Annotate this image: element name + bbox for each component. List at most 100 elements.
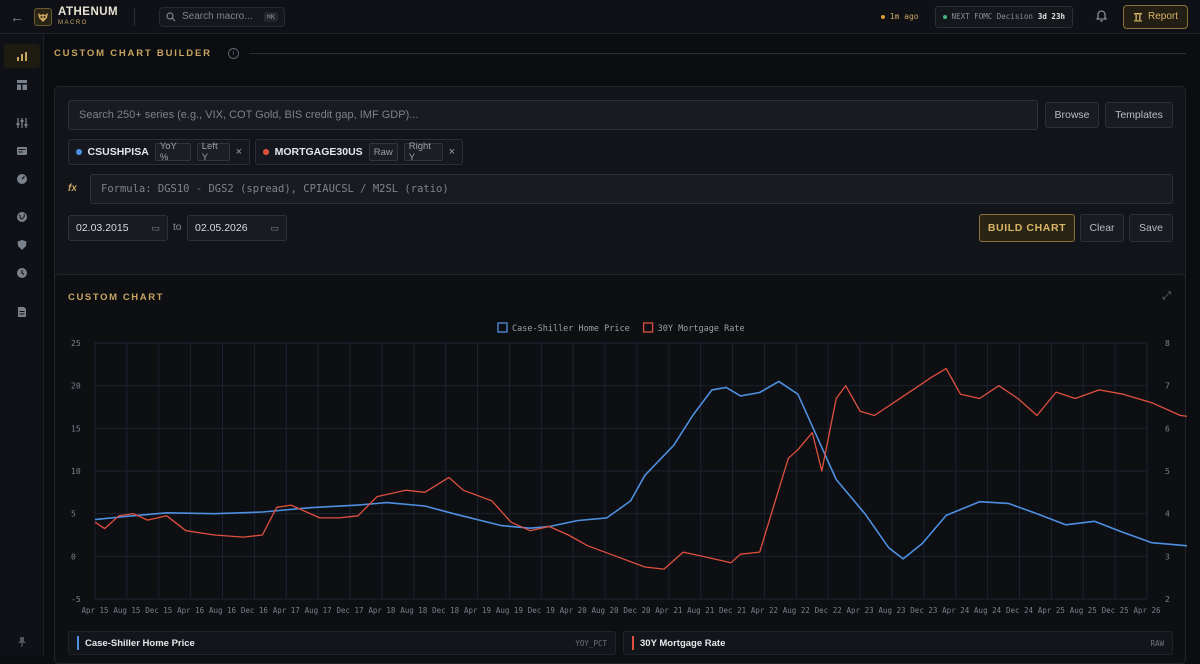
formula-input[interactable]: Formula: DGS10 - DGS2 (spread), CPIAUCSL… (90, 174, 1173, 204)
start-date-value: 02.03.2015 (76, 222, 129, 234)
x-tick-label: Apr 23 (847, 606, 874, 615)
series-footer-name: 30Y Mortgage Rate (640, 638, 725, 649)
x-tick-label: Dec 16 (241, 606, 269, 615)
y-right-tick-label: 8 (1165, 339, 1170, 348)
x-tick-label: Aug 17 (305, 606, 332, 615)
globe-icon[interactable] (4, 205, 40, 229)
search-input[interactable]: Search macro... ⌘K (159, 7, 285, 27)
logo-subtitle: MACRO (58, 20, 118, 26)
series-footer-name: Case-Shiller Home Price (85, 638, 195, 649)
chart-builder-panel: Search 250+ series (e.g., VIX, COT Gold,… (54, 86, 1186, 288)
build-chart-button[interactable]: BUILD CHART (979, 214, 1075, 242)
divider (249, 53, 1186, 54)
x-tick-label: Aug 18 (400, 606, 428, 615)
axis-select[interactable]: Left Y (197, 143, 230, 161)
report-label: Report (1148, 11, 1178, 22)
browse-button[interactable]: Browse (1045, 102, 1099, 128)
end-date-value: 02.05.2026 (195, 222, 248, 234)
series-search-input[interactable]: Search 250+ series (e.g., VIX, COT Gold,… (68, 100, 1038, 130)
x-tick-label: Dec 15 (145, 606, 172, 615)
x-tick-label: Dec 22 (815, 606, 842, 615)
legend-swatch (644, 323, 653, 332)
logo[interactable]: ATHENUM MACRO (34, 7, 134, 26)
series-chip: MORTGAGE30US Raw Right Y × (255, 139, 463, 165)
info-icon[interactable]: i (228, 48, 239, 59)
x-tick-label: Apr 20 (560, 606, 588, 615)
x-tick-label: Apr 19 (464, 606, 491, 615)
series-footer: Case-Shiller Home Price YOY_PCT (68, 631, 616, 655)
fomc-time: 3d 23h (1038, 12, 1065, 21)
back-arrow-icon[interactable]: ← (0, 9, 34, 25)
x-tick-label: Apr 25 (1038, 606, 1065, 615)
y-right-tick-label: 6 (1165, 424, 1170, 433)
y-right-tick-label: 7 (1165, 382, 1170, 391)
save-button[interactable]: Save (1129, 214, 1173, 242)
gauge-icon[interactable] (4, 167, 40, 191)
search-icon (166, 12, 176, 22)
series-line-mortgage-rate (95, 369, 1187, 569)
shield-icon[interactable] (4, 233, 40, 257)
series-footer-tag: YOY_PCT (575, 639, 607, 648)
clock-icon[interactable] (4, 261, 40, 285)
x-tick-label: Aug 15 (113, 606, 140, 615)
x-tick-label: Apr 21 (655, 606, 682, 615)
x-tick-label: Aug 25 (1070, 606, 1097, 615)
chart-bar-icon[interactable] (4, 44, 40, 68)
search-placeholder: Search macro... (182, 11, 253, 22)
series-chip: CSUSHPISA YoY % Left Y × (68, 139, 250, 165)
remove-series-icon[interactable]: × (449, 146, 455, 158)
report-button[interactable]: Report (1123, 5, 1188, 29)
x-tick-label: Dec 19 (528, 606, 555, 615)
clear-button[interactable]: Clear (1080, 214, 1124, 242)
status-dot (881, 15, 885, 19)
end-date-field[interactable]: 02.05.2026 ▭ (187, 215, 287, 241)
pin-icon[interactable] (4, 630, 40, 654)
y-left-tick-label: 20 (71, 382, 81, 391)
axis-select[interactable]: Right Y (404, 143, 443, 161)
y-right-tick-label: 3 (1165, 552, 1170, 561)
last-updated: 1m ago (881, 12, 919, 21)
legend-label: 30Y Mortgage Rate (658, 324, 745, 334)
x-tick-label: Aug 20 (592, 606, 620, 615)
news-icon[interactable] (4, 139, 40, 163)
series-color-bar (632, 636, 634, 650)
x-tick-label: Apr 26 (1133, 606, 1161, 615)
transform-select[interactable]: Raw (369, 143, 398, 161)
bell-icon[interactable] (1087, 9, 1117, 25)
sliders-icon[interactable] (4, 111, 40, 135)
x-tick-label: Aug 23 (878, 606, 905, 615)
y-left-tick-label: 0 (71, 552, 76, 561)
x-tick-label: Dec 23 (910, 606, 937, 615)
legend-swatch (498, 323, 507, 332)
series-chip-name: CSUSHPISA (88, 146, 149, 158)
remove-series-icon[interactable]: × (236, 146, 242, 158)
series-color-dot (76, 149, 82, 155)
x-tick-label: Aug 22 (783, 606, 810, 615)
x-tick-label: Apr 18 (368, 606, 396, 615)
layout-icon[interactable] (4, 73, 40, 97)
section-title: CUSTOM CHART BUILDER (54, 48, 212, 59)
divider (134, 8, 135, 26)
x-tick-label: Aug 19 (496, 606, 523, 615)
series-search-placeholder: Search 250+ series (e.g., VIX, COT Gold,… (79, 109, 418, 121)
fomc-countdown[interactable]: NEXT FOMC Decision 3d 23h (935, 6, 1073, 28)
x-tick-label: Aug 21 (687, 606, 714, 615)
x-tick-label: Dec 17 (336, 606, 363, 615)
legend-label: Case-Shiller Home Price (512, 324, 630, 334)
calendar-icon: ▭ (151, 223, 160, 234)
templates-button[interactable]: Templates (1105, 102, 1173, 128)
top-bar: ← ATHENUM MACRO Search macro... ⌘K 1m ag… (0, 0, 1200, 34)
x-tick-label: Apr 16 (177, 606, 205, 615)
series-footer: 30Y Mortgage Rate RAW (623, 631, 1173, 655)
sidebar (0, 34, 44, 656)
x-tick-label: Apr 17 (273, 606, 300, 615)
x-tick-label: Dec 20 (623, 606, 651, 615)
document-icon[interactable] (4, 300, 40, 324)
x-tick-label: Dec 24 (1006, 606, 1034, 615)
owl-logo-icon (34, 8, 52, 26)
y-right-tick-label: 5 (1165, 467, 1170, 476)
start-date-field[interactable]: 02.03.2015 ▭ (68, 215, 168, 241)
series-chip-name: MORTGAGE30US (275, 146, 363, 158)
transform-select[interactable]: YoY % (155, 143, 191, 161)
